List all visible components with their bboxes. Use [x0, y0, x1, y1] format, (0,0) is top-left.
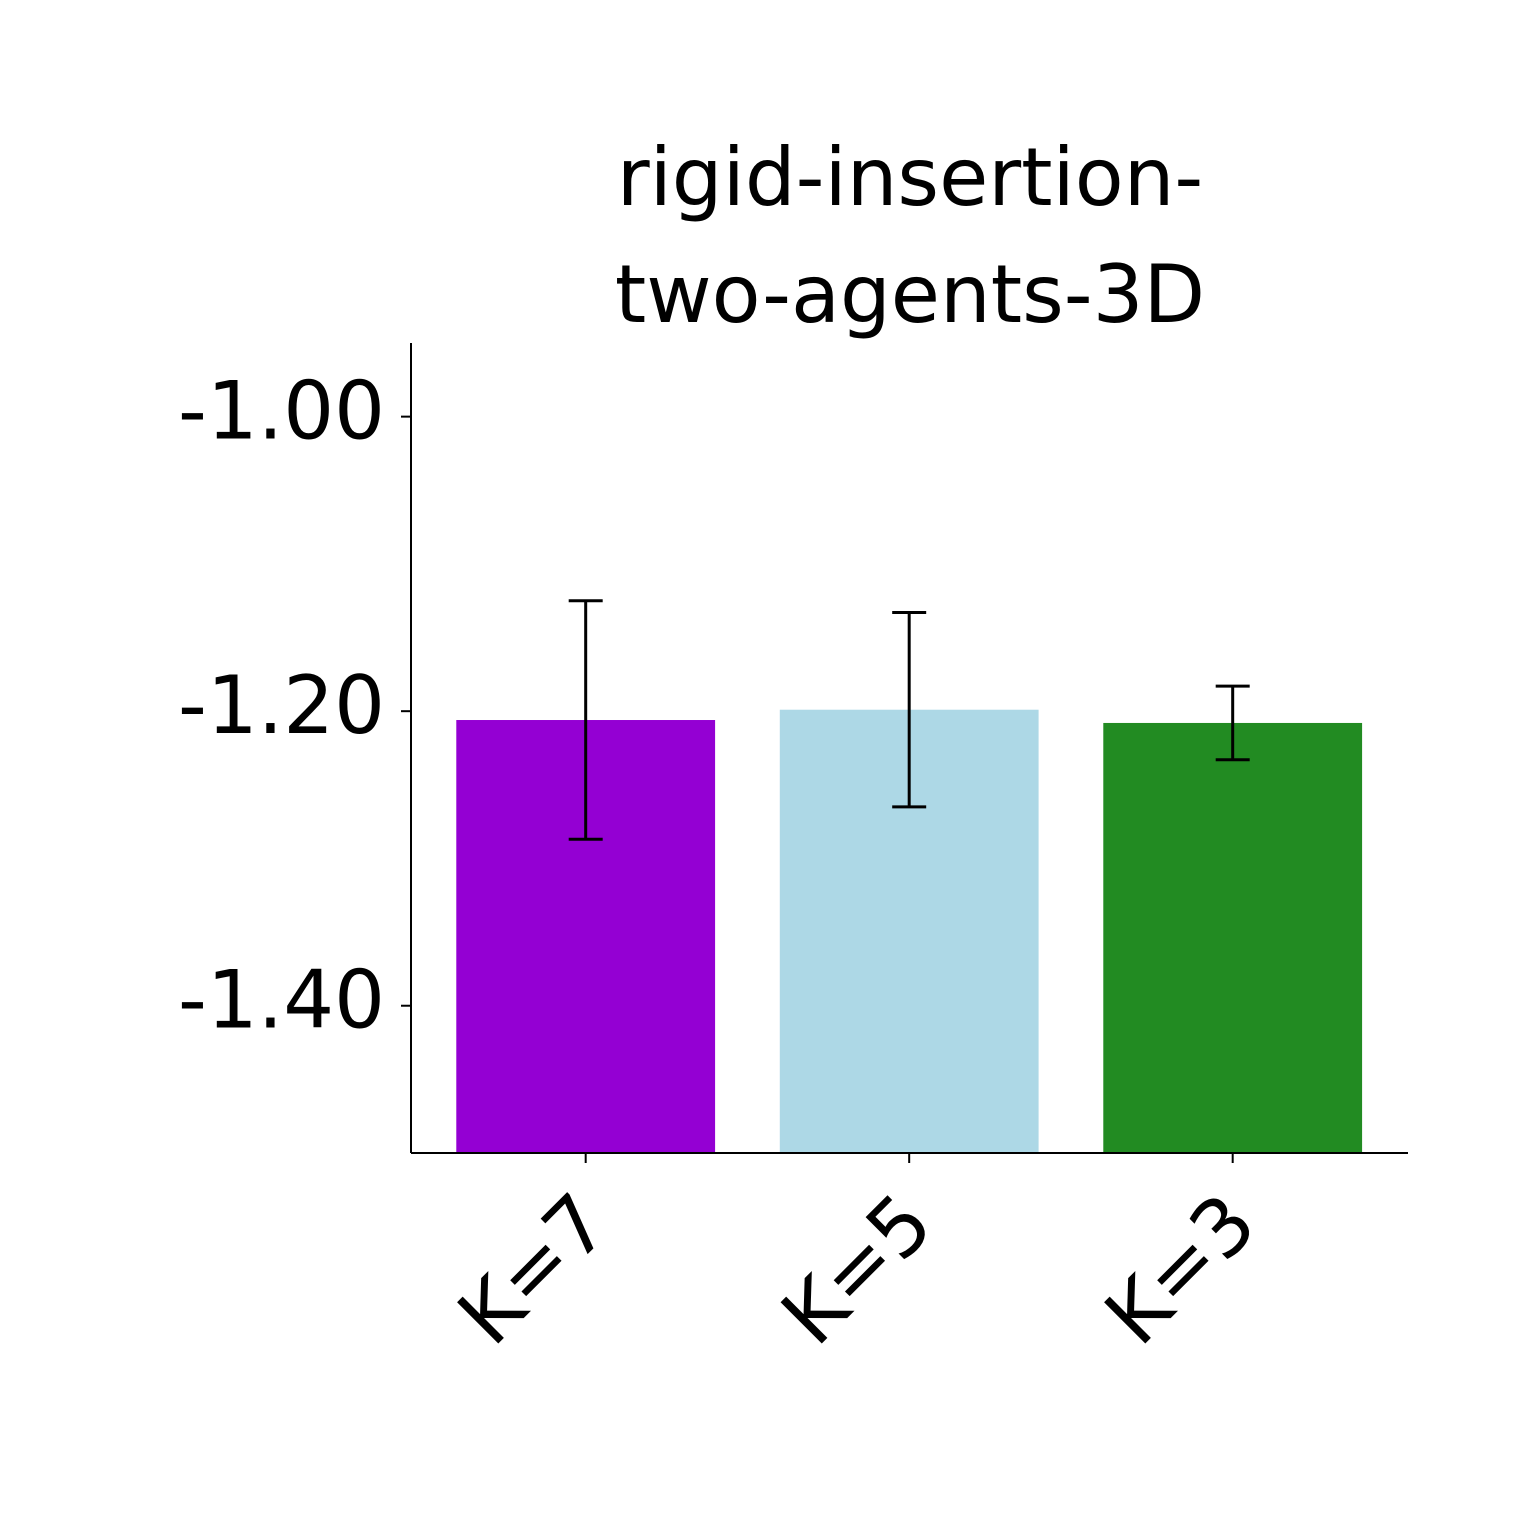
chart-title: two-agents-3D [615, 248, 1205, 341]
x-tick-label: K=7 [440, 1176, 626, 1362]
chart-title: rigid-insertion- [617, 131, 1204, 224]
x-tick-label: K=3 [1087, 1176, 1273, 1362]
y-tick-label: -1.00 [178, 365, 385, 458]
x-tick-label: K=5 [764, 1176, 950, 1362]
y-tick-label: -1.20 [178, 659, 385, 752]
bar [1103, 722, 1363, 1153]
y-tick-label: -1.40 [178, 954, 385, 1047]
